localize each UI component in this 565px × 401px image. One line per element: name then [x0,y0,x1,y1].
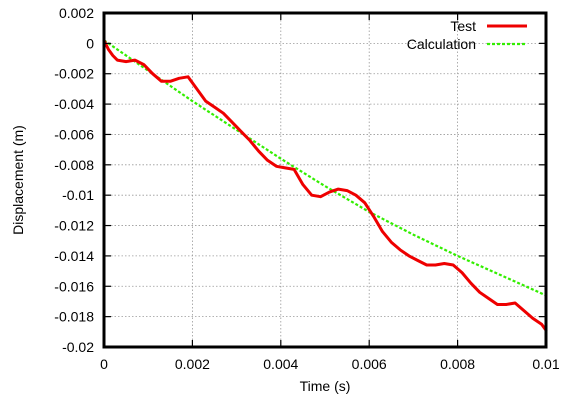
y-tick-label: -0.002 [54,66,94,82]
y-tick-label: 0 [86,35,94,51]
x-tick-label: 0.008 [440,356,475,372]
series-layer [102,38,548,332]
x-axis-label: Time (s) [300,378,351,394]
x-tick-label: 0.002 [175,356,210,372]
grid [104,13,546,347]
legend: Test Calculation [407,18,527,52]
y-tick-label: -0.004 [54,96,94,112]
y-tick-label: -0.02 [62,339,94,355]
x-tick-label: 0.006 [352,356,387,372]
plot-frame [102,11,548,349]
series-line-test [102,38,548,332]
y-tick-label: -0.008 [54,157,94,173]
y-tick-label: -0.006 [54,126,94,142]
y-tick-label: -0.014 [54,248,94,264]
y-tick-label: -0.016 [54,278,94,294]
legend-label-calculation: Calculation [407,36,476,52]
x-tick-label: 0.01 [532,356,559,372]
y-tick-label: -0.01 [62,187,94,203]
y-axis-label: Displacement (m) [10,125,26,235]
y-tick-label: 0.002 [59,5,94,21]
y-tick-label: -0.018 [54,309,94,325]
series-line-calculation [103,39,547,297]
ticks: 0 0.002 0.004 0.006 0.008 0.01 0.002 0 -0.002 -0.… [54,5,560,372]
y-tick-label: -0.012 [54,218,94,234]
legend-label-test: Test [450,18,476,34]
x-tick-label: 0.004 [263,356,298,372]
x-tick-label: 0 [100,356,108,372]
